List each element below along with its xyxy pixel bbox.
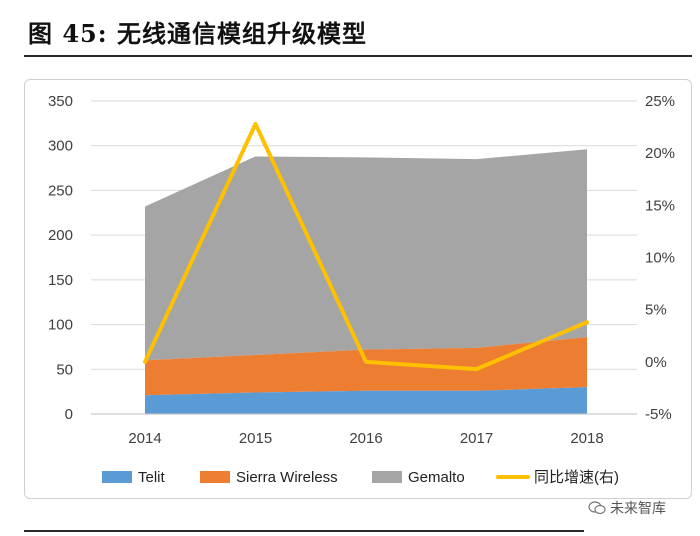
legend-label: 同比增速(右) (534, 469, 619, 486)
figure-header: 图 45: 无线通信模组升级模型 (0, 0, 700, 62)
y2-tick-label: 20% (645, 145, 675, 162)
title-divider (24, 55, 692, 57)
legend-label: Telit (138, 469, 166, 486)
figure-title: 图 45: 无线通信模组升级模型 (28, 19, 367, 48)
y-tick-label: 150 (48, 272, 73, 289)
area-line-chart: 0 50 100 150 200 250 300 350 -5% 0% 5% 10% 15% 20% 25%… (48, 93, 675, 486)
y-tick-label: 100 (48, 317, 73, 334)
y2-tick-label: 5% (645, 302, 667, 319)
legend-label: Gemalto (408, 469, 465, 486)
y-tick-label: 0 (65, 406, 73, 423)
bottom-divider (24, 530, 584, 532)
x-tick-label: 2014 (128, 430, 161, 447)
area-gemalto (145, 149, 587, 361)
y-tick-label: 300 (48, 138, 73, 155)
y-tick-label: 200 (48, 227, 73, 244)
legend-swatch (102, 471, 132, 483)
y2-tick-label: -5% (645, 406, 672, 423)
y2-tick-label: 0% (645, 354, 667, 371)
x-tick-label: 2015 (239, 430, 272, 447)
y2-tick-label: 10% (645, 250, 675, 267)
area-telit (145, 387, 587, 414)
y2-tick-label: 15% (645, 197, 675, 214)
watermark-text: 未来智库 (610, 501, 666, 517)
x-tick-label: 2018 (570, 430, 603, 447)
y-tick-label: 250 (48, 182, 73, 199)
y-tick-label: 350 (48, 93, 73, 110)
watermark: 未来智库 (588, 497, 666, 519)
legend-swatch (200, 471, 230, 483)
legend-swatch (372, 471, 402, 483)
area-sierra-wireless (145, 337, 587, 396)
chart-frame: 0 50 100 150 200 250 300 350 -5% 0% 5% 10% 15% 20% 25%… (24, 79, 692, 499)
x-tick-label: 2017 (460, 430, 493, 447)
y2-tick-label: 25% (645, 93, 675, 110)
wechat-icon (588, 501, 606, 515)
x-tick-label: 2016 (349, 430, 382, 447)
y-tick-label: 50 (56, 361, 73, 378)
legend-label: Sierra Wireless (236, 469, 338, 486)
